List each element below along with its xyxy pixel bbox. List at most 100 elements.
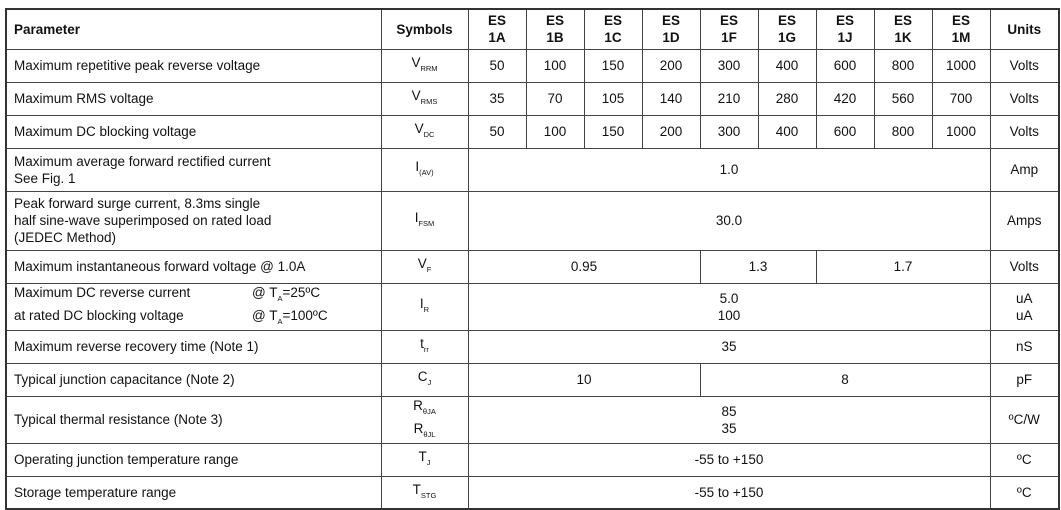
row-vf: Maximum instantaneous forward voltage @ … — [5, 249, 1060, 284]
unit: ºC — [989, 475, 1060, 510]
value: 35 — [467, 329, 991, 364]
header-part: ES 1M — [931, 8, 991, 50]
param: Maximum repetitive peak reverse voltage — [5, 48, 382, 83]
param: Peak forward surge current, 8.3ms single… — [5, 190, 382, 251]
value: 150 — [583, 114, 643, 149]
ratings-table: Parameter Symbols ES 1A ES 1B ES 1C ES 1D ES… — [5, 8, 1060, 510]
header-symbols: Symbols — [380, 8, 469, 50]
symbol: TJ — [380, 442, 469, 477]
param: Maximum RMS voltage — [5, 81, 382, 116]
value: 70 — [525, 81, 585, 116]
unit: nS — [989, 329, 1060, 364]
unit: Volts — [989, 81, 1060, 116]
param: Maximum DC blocking voltage — [5, 114, 382, 149]
unit: Volts — [989, 48, 1060, 83]
row-cj: Typical junction capacitance (Note 2) CJ… — [5, 362, 1060, 397]
value: 50 — [467, 48, 527, 83]
symbol: TSTG — [380, 475, 469, 510]
row-iav: Maximum average forward rectified curren… — [5, 147, 1060, 192]
value: 300 — [699, 114, 759, 149]
value: 1.0 — [467, 147, 991, 192]
symbol: RθJA RθJL — [380, 395, 469, 444]
symbol: VF — [380, 249, 469, 284]
param: Maximum reverse recovery time (Note 1) — [5, 329, 382, 364]
header-part: ES 1D — [641, 8, 701, 50]
symbol: I(AV) — [380, 147, 469, 192]
value: 30.0 — [467, 190, 991, 251]
unit: Amps — [989, 190, 1060, 251]
header-part: ES 1B — [525, 8, 585, 50]
symbol: VRRM — [380, 48, 469, 83]
value: 10 — [467, 362, 701, 397]
value: 800 — [873, 114, 933, 149]
value: 600 — [815, 114, 875, 149]
header-part: ES 1C — [583, 8, 643, 50]
unit: ºC/W — [989, 395, 1060, 444]
value: 280 — [757, 81, 817, 116]
unit: pF — [989, 362, 1060, 397]
value: 300 — [699, 48, 759, 83]
param: Maximum average forward rectified curren… — [5, 147, 382, 192]
unit: Amp — [989, 147, 1060, 192]
param: Typical thermal resistance (Note 3) — [5, 395, 382, 444]
value: 800 — [873, 48, 933, 83]
symbol: VRMS — [380, 81, 469, 116]
value: 35 — [467, 81, 527, 116]
value: 400 — [757, 48, 817, 83]
value: 105 — [583, 81, 643, 116]
row-rth: Typical thermal resistance (Note 3) RθJA… — [5, 395, 1060, 444]
value: -55 to +150 — [467, 475, 991, 510]
value: 1.3 — [699, 249, 817, 284]
unit: Volts — [989, 114, 1060, 149]
symbol: IR — [380, 282, 469, 331]
value: 8 — [699, 362, 991, 397]
symbol: IFSM — [380, 190, 469, 251]
value: 1.7 — [815, 249, 991, 284]
unit: Volts — [989, 249, 1060, 284]
value: 200 — [641, 48, 701, 83]
header-part: ES 1F — [699, 8, 759, 50]
row-vrrm: Maximum repetitive peak reverse voltage … — [5, 48, 1060, 83]
value: 1000 — [931, 48, 991, 83]
header-part: ES 1A — [467, 8, 527, 50]
row-vdc: Maximum DC blocking voltage VDC 50 100 1… — [5, 114, 1060, 149]
value: 600 — [815, 48, 875, 83]
row-ifsm: Peak forward surge current, 8.3ms single… — [5, 190, 1060, 251]
value: 150 — [583, 48, 643, 83]
unit: uA uA — [989, 282, 1060, 331]
symbol: CJ — [380, 362, 469, 397]
value: 200 — [641, 114, 701, 149]
param: Operating junction temperature range — [5, 442, 382, 477]
header-part: ES 1J — [815, 8, 875, 50]
param: Storage temperature range — [5, 475, 382, 510]
row-tj: Operating junction temperature range TJ … — [5, 442, 1060, 477]
row-vrms: Maximum RMS voltage VRMS 35 70 105 140 2… — [5, 81, 1060, 116]
param: Typical junction capacitance (Note 2) — [5, 362, 382, 397]
value: 420 — [815, 81, 875, 116]
value: 0.95 — [467, 249, 701, 284]
value: 700 — [931, 81, 991, 116]
header-part: ES 1K — [873, 8, 933, 50]
header-row: Parameter Symbols ES 1A ES 1B ES 1C ES 1D ES… — [5, 8, 1060, 50]
row-trr: Maximum reverse recovery time (Note 1) t… — [5, 329, 1060, 364]
value: 100 — [525, 48, 585, 83]
value: 140 — [641, 81, 701, 116]
symbol: trr — [380, 329, 469, 364]
header-parameter: Parameter — [5, 8, 382, 50]
row-tstg: Storage temperature range TSTG -55 to +1… — [5, 475, 1060, 510]
value: 50 — [467, 114, 527, 149]
unit: ºC — [989, 442, 1060, 477]
header-part: ES 1G — [757, 8, 817, 50]
value: 560 — [873, 81, 933, 116]
value: 85 35 — [467, 395, 991, 444]
param: Maximum instantaneous forward voltage @ … — [5, 249, 382, 284]
header-units: Units — [989, 8, 1060, 50]
value: -55 to +150 — [467, 442, 991, 477]
symbol: VDC — [380, 114, 469, 149]
value: 210 — [699, 81, 759, 116]
value: 1000 — [931, 114, 991, 149]
param: Maximum DC reverse current @ TA=25ºC at r… — [5, 282, 382, 331]
value: 100 — [525, 114, 585, 149]
value: 5.0 100 — [467, 282, 991, 331]
row-ir: Maximum DC reverse current @ TA=25ºC at r… — [5, 282, 1060, 331]
